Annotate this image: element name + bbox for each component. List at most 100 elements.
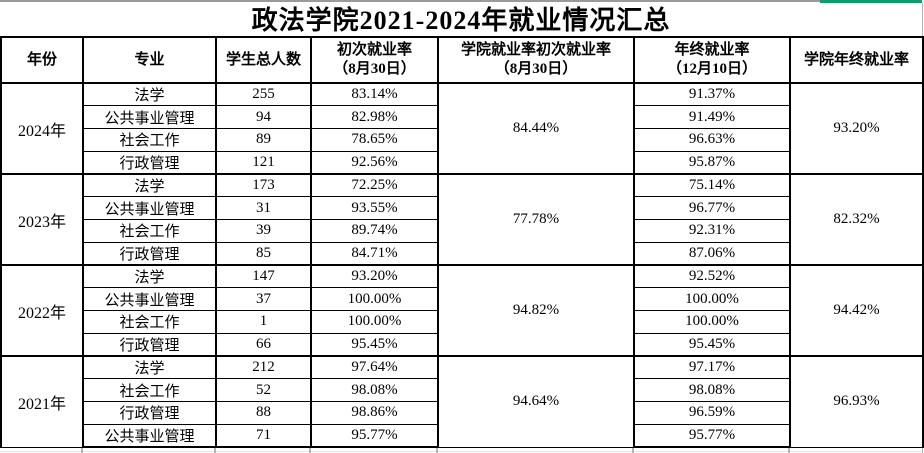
header-major[interactable]: 专业 [82, 36, 217, 84]
cell-year-2022[interactable]: 2022年 [0, 264, 84, 357]
cell-yearend-rate[interactable]: 92.52% [633, 264, 791, 289]
cell-initial-rate[interactable]: 97.64% [310, 355, 439, 380]
header-yearend-line1: 年终就业率 [674, 42, 750, 58]
cell-total[interactable]: 31 [215, 196, 312, 220]
cell-college-initial-rate-2023[interactable]: 77.78% [437, 173, 635, 266]
header-yearend-line2: （12月10日） [666, 61, 757, 77]
cell-major[interactable]: 法学 [82, 82, 217, 107]
cell-major[interactable]: 公共事业管理 [82, 423, 217, 448]
cell-yearend-rate[interactable]: 95.45% [633, 332, 791, 357]
header-college-initial-rate[interactable]: 学院就业率初次就业率 （8月30日） [437, 36, 635, 84]
cell-yearend-rate[interactable]: 91.37% [633, 82, 791, 107]
header-college-yearend-rate[interactable]: 学院年终就业率 [789, 36, 924, 84]
cell-total[interactable]: 212 [215, 355, 312, 380]
cell-major[interactable]: 公共事业管理 [82, 105, 217, 129]
table-row: 公共事业管理 37 100.00% 100.00% [1, 287, 923, 311]
table-row: 行政管理 85 84.71% 87.06% [1, 241, 923, 266]
cell-total[interactable]: 1 [215, 310, 312, 334]
cell-initial-rate[interactable]: 98.86% [310, 401, 439, 425]
cell-yearend-rate[interactable]: 75.14% [633, 173, 791, 198]
cell-total[interactable]: 88 [215, 401, 312, 425]
cell-year-2021[interactable]: 2021年 [0, 355, 84, 448]
cell-major[interactable]: 行政管理 [82, 150, 217, 175]
header-year[interactable]: 年份 [0, 36, 84, 84]
cell-major[interactable]: 公共事业管理 [82, 196, 217, 220]
cell-initial-rate[interactable]: 93.55% [310, 196, 439, 220]
bottom-row-gridline [0, 451, 922, 452]
cell-initial-rate[interactable]: 89.74% [310, 219, 439, 243]
table-row: 社会工作 39 89.74% 92.31% [1, 219, 923, 243]
cell-major[interactable]: 社会工作 [82, 378, 217, 402]
cell-major[interactable]: 社会工作 [82, 310, 217, 334]
cell-major[interactable]: 法学 [82, 173, 217, 198]
cell-yearend-rate[interactable]: 96.77% [633, 196, 791, 220]
cell-college-yearend-rate-2021[interactable]: 96.93% [789, 355, 924, 448]
header-major-label: 专业 [134, 51, 165, 68]
cell-initial-rate[interactable]: 72.25% [310, 173, 439, 198]
cell-total[interactable]: 39 [215, 219, 312, 243]
cell-initial-rate[interactable]: 83.14% [310, 82, 439, 107]
cell-total[interactable]: 85 [215, 241, 312, 266]
cell-total[interactable]: 121 [215, 150, 312, 175]
cell-yearend-rate[interactable]: 95.87% [633, 150, 791, 175]
cell-total[interactable]: 89 [215, 128, 312, 152]
cell-initial-rate[interactable]: 78.65% [310, 128, 439, 152]
cell-yearend-rate[interactable]: 98.08% [633, 378, 791, 402]
cell-yearend-rate[interactable]: 96.63% [633, 128, 791, 152]
header-total-students[interactable]: 学生总人数 [215, 36, 312, 84]
cell-college-yearend-rate-2024[interactable]: 93.20% [789, 82, 924, 175]
cell-initial-rate[interactable]: 95.45% [310, 332, 439, 357]
cell-major[interactable]: 行政管理 [82, 401, 217, 425]
table-row: 公共事业管理 31 93.55% 96.77% [1, 196, 923, 220]
table-row: 2024年 法学 255 83.14% 84.44% 91.37% 93.20% [0, 82, 924, 175]
cell-total[interactable]: 66 [215, 332, 312, 357]
cell-year-2024[interactable]: 2024年 [0, 82, 84, 175]
cell-major[interactable]: 社会工作 [82, 219, 217, 243]
cell-initial-rate[interactable]: 100.00% [310, 287, 439, 311]
header-total-label: 学生总人数 [225, 51, 301, 68]
table-row: 社会工作 89 78.65% 96.63% [1, 128, 923, 152]
table-title[interactable]: 政法学院2021-2024年就业情况汇总 [251, 5, 671, 35]
cell-major[interactable]: 公共事业管理 [82, 287, 217, 311]
cell-total[interactable]: 71 [215, 423, 312, 448]
cell-yearend-rate[interactable]: 87.06% [633, 241, 791, 266]
cell-yearend-rate[interactable]: 100.00% [633, 310, 791, 334]
cell-initial-rate[interactable]: 84.71% [310, 241, 439, 266]
cell-yearend-rate[interactable]: 97.17% [633, 355, 791, 380]
cell-initial-rate[interactable]: 100.00% [310, 310, 439, 334]
cell-yearend-rate[interactable]: 100.00% [633, 287, 791, 311]
cell-year-2023[interactable]: 2023年 [0, 173, 84, 266]
cell-initial-rate[interactable]: 98.08% [310, 378, 439, 402]
header-initial-rate-line1: 初次就业率 [336, 42, 412, 58]
cell-yearend-rate[interactable]: 95.77% [633, 423, 791, 448]
cell-college-initial-rate-2024[interactable]: 84.44% [437, 82, 635, 175]
cell-major[interactable]: 法学 [82, 264, 217, 289]
cell-total[interactable]: 52 [215, 378, 312, 402]
cell-total[interactable]: 37 [215, 287, 312, 311]
cell-college-yearend-rate-2022[interactable]: 94.42% [789, 264, 924, 357]
header-initial-rate[interactable]: 初次就业率 （8月30日） [310, 36, 439, 84]
cell-major[interactable]: 社会工作 [82, 128, 217, 152]
cell-college-initial-rate-2022[interactable]: 94.82% [437, 264, 635, 357]
column-gridline-stub [632, 447, 634, 453]
cell-total[interactable]: 255 [215, 82, 312, 107]
cell-yearend-rate[interactable]: 91.49% [633, 105, 791, 129]
header-college-initial-line1: 学院就业率初次就业率 [460, 42, 611, 58]
table-row: 行政管理 66 95.45% 95.45% [1, 332, 923, 357]
header-year-label: 年份 [26, 51, 57, 68]
cell-total[interactable]: 173 [215, 173, 312, 198]
cell-college-initial-rate-2021[interactable]: 94.64% [437, 355, 635, 448]
cell-major[interactable]: 法学 [82, 355, 217, 380]
cell-college-yearend-rate-2023[interactable]: 82.32% [789, 173, 924, 266]
cell-total[interactable]: 147 [215, 264, 312, 289]
cell-major[interactable]: 行政管理 [82, 332, 217, 357]
cell-yearend-rate[interactable]: 92.31% [633, 219, 791, 243]
cell-initial-rate[interactable]: 92.56% [310, 150, 439, 175]
cell-total[interactable]: 94 [215, 105, 312, 129]
cell-major[interactable]: 行政管理 [82, 241, 217, 266]
cell-yearend-rate[interactable]: 96.59% [633, 401, 791, 425]
cell-initial-rate[interactable]: 93.20% [310, 264, 439, 289]
header-yearend-rate[interactable]: 年终就业率 （12月10日） [633, 36, 791, 84]
cell-initial-rate[interactable]: 82.98% [310, 105, 439, 129]
cell-initial-rate[interactable]: 95.77% [310, 423, 439, 448]
